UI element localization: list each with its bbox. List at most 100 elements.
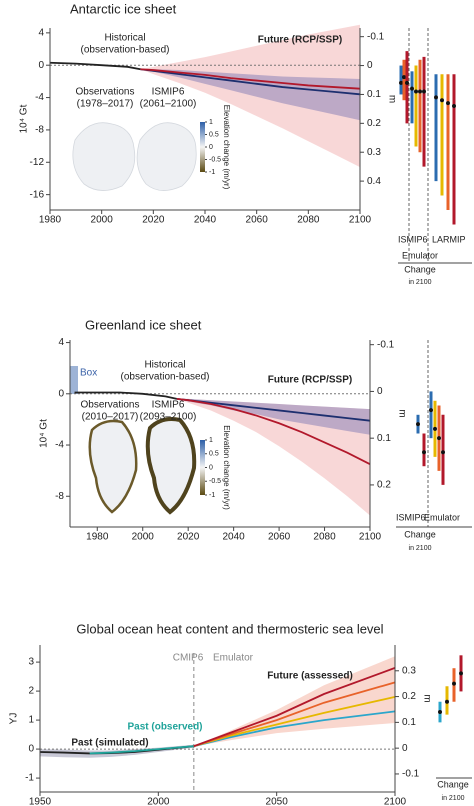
annotation: ISMIP6	[152, 400, 185, 411]
annotation: Observations	[81, 400, 140, 411]
annotation: Historical	[104, 33, 145, 44]
x-tick-label: 2100	[349, 215, 372, 226]
y-tick-label: 0	[28, 744, 34, 755]
x-tick-label: 2020	[177, 532, 200, 543]
whisker-median	[422, 90, 426, 94]
map-inset	[137, 123, 196, 191]
whisker-median	[410, 87, 414, 91]
colorbar-tick-label: -0.5	[209, 478, 221, 485]
y-tick-label: -8	[55, 491, 64, 502]
x-tick-label: 2050	[266, 797, 289, 806]
y2-tick-label: 0.3	[402, 665, 416, 676]
x-tick-label: 2020	[142, 215, 165, 226]
whisker-median	[434, 95, 438, 99]
x-tick-label: 2040	[194, 215, 217, 226]
colorbar	[200, 440, 205, 495]
annotation: (2061–2100)	[140, 99, 197, 110]
y2-tick-label: 0.2	[367, 118, 381, 129]
annotation: (1978–2017)	[77, 99, 134, 110]
x-tick-label: 2000	[132, 532, 155, 543]
colorbar-tick-label: -1	[209, 492, 215, 499]
y-tick-label: 1	[28, 715, 34, 726]
chart-title: Antarctic ice sheet	[70, 1, 177, 16]
chart-title: Greenland ice sheet	[85, 317, 202, 332]
whisker-median	[418, 90, 422, 94]
colorbar-label: Elevation change (m/yr)	[222, 425, 231, 510]
annotation: Future (RCP/SSP)	[268, 375, 352, 386]
series-line	[75, 393, 177, 399]
annotation: Future (RCP/SSP)	[258, 35, 342, 46]
x-tick-label: 2000	[91, 215, 114, 226]
x-tick-label: 1980	[86, 532, 109, 543]
y2-tick-label: 0.2	[402, 691, 416, 702]
whisker-median	[445, 700, 449, 704]
y-tick-label: 2	[28, 686, 34, 697]
y2-tick-label: -0.1	[402, 769, 420, 780]
x-tick-label: 1950	[29, 797, 52, 806]
side-label: Change	[437, 779, 469, 789]
colorbar-label: Elevation change (m/yr)	[222, 105, 231, 190]
annotation: CMIP6	[173, 653, 204, 664]
colorbar-tick-label: 1	[209, 437, 213, 444]
x-tick-label: 2080	[297, 215, 320, 226]
y-tick-label: 0	[38, 60, 44, 71]
annotation: Box	[80, 368, 97, 379]
annotation: Past (observed)	[127, 722, 202, 733]
side-label: Emulator	[424, 512, 460, 522]
x-tick-label: 2080	[313, 532, 336, 543]
y-tick-label: -4	[55, 440, 64, 451]
colorbar	[200, 122, 205, 172]
y-tick-label: 0	[58, 388, 64, 399]
whisker-median	[429, 408, 433, 412]
whisker-median	[440, 98, 444, 102]
whisker-median	[433, 427, 437, 431]
colorbar-tick-label: -0.5	[209, 156, 221, 163]
annotation: Historical	[144, 360, 185, 371]
y-axis-label: 10⁴ Gt	[39, 419, 50, 448]
y-tick-label: 3	[28, 657, 34, 668]
annotation: ISMIP6	[152, 87, 185, 98]
figure: Antarctic ice sheet40-4-8-12-16-0.100.10…	[0, 0, 474, 806]
whisker-median	[399, 81, 403, 85]
y2-tick-label: 0.3	[367, 147, 381, 158]
series-line	[50, 63, 140, 69]
side-label: LARMIP	[432, 234, 466, 244]
y-tick-label: 4	[58, 337, 64, 348]
x-tick-label: 2100	[359, 532, 382, 543]
y2-axis-label: m	[396, 409, 407, 417]
annotation: (2010–2017)	[82, 412, 139, 423]
x-tick-label: 2000	[147, 797, 170, 806]
y2-axis-label: m	[386, 95, 397, 103]
side-label: Change	[404, 264, 436, 274]
whisker-median	[446, 101, 450, 105]
y2-tick-label: 0.1	[402, 717, 416, 728]
y2-tick-label: 0.1	[377, 433, 391, 444]
colorbar-tick-label: 0	[209, 464, 213, 471]
whisker-median	[402, 75, 406, 79]
x-tick-label: 2060	[246, 215, 269, 226]
y2-tick-label: 0.2	[377, 480, 391, 491]
y-tick-label: -8	[35, 125, 44, 136]
colorbar-tick-label: -1	[209, 169, 215, 176]
colorbar-tick-label: 1	[209, 119, 213, 126]
y-tick-label: -12	[30, 157, 45, 168]
colorbar-tick-label: 0.5	[209, 451, 219, 458]
annotation: (observation-based)	[81, 45, 170, 56]
map-inset	[73, 123, 135, 191]
x-tick-label: 2040	[223, 532, 246, 543]
whisker-median	[441, 450, 445, 454]
y-tick-label: -1	[25, 773, 34, 784]
side-label: in 2100	[409, 279, 432, 286]
y-tick-label: -4	[35, 92, 44, 103]
whisker-median	[414, 90, 418, 94]
x-tick-label: 2060	[268, 532, 291, 543]
whisker-median	[437, 436, 441, 440]
whisker-median	[422, 450, 426, 454]
side-label: in 2100	[409, 545, 432, 552]
y2-tick-label: 0	[367, 60, 373, 71]
annotation: Past (simulated)	[71, 738, 148, 749]
annotation: (2093–2100)	[140, 412, 197, 423]
side-label: Change	[404, 529, 436, 539]
y-tick-label: -16	[30, 189, 45, 200]
y2-tick-label: 0	[377, 386, 383, 397]
